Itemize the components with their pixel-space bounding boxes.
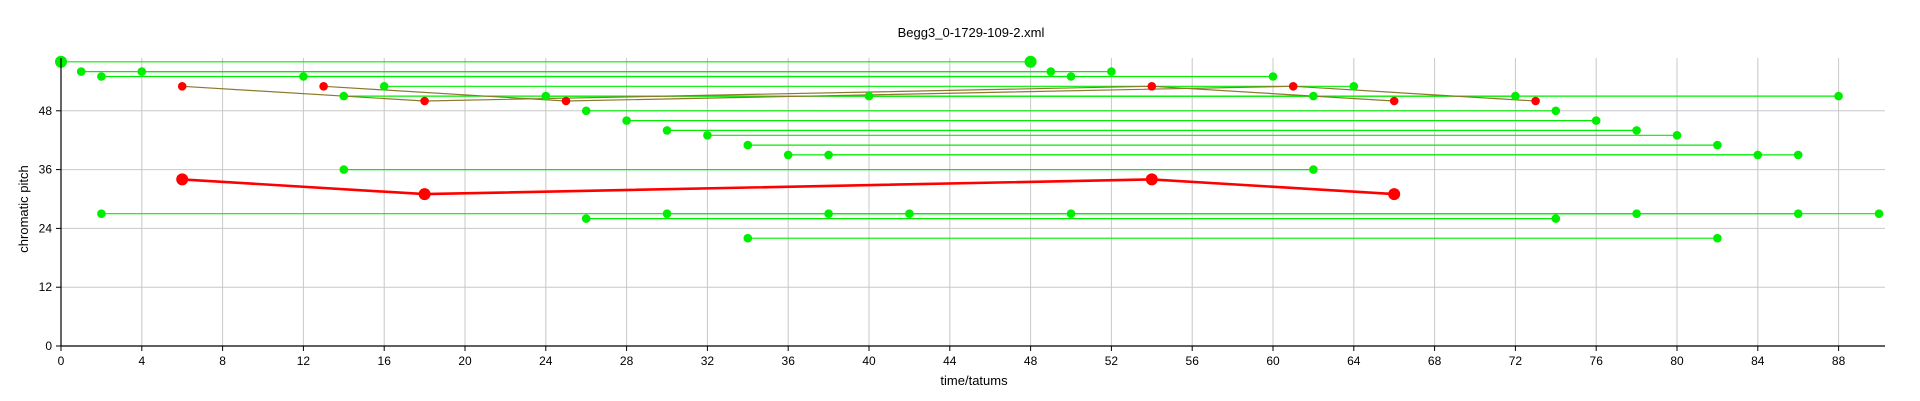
note-start-point-11 — [703, 131, 712, 140]
grid — [61, 58, 1885, 346]
x-tick-label-84: 84 — [1751, 354, 1765, 368]
red-point-0-1 — [420, 96, 429, 106]
note-end-point-8 — [1551, 106, 1561, 116]
note-end-point-13 — [1753, 150, 1763, 160]
note-end-point-9 — [1591, 116, 1601, 125]
x-tick-label-16: 16 — [378, 354, 392, 368]
thick-red-point-1 — [418, 188, 431, 201]
note-start-point-21 — [824, 209, 833, 218]
note-start-point-3 — [137, 67, 147, 76]
note-end-point-17 — [1066, 209, 1076, 218]
x-tick-label-72: 72 — [1509, 354, 1523, 368]
axes — [60, 58, 1885, 347]
note-start-point-20 — [743, 233, 753, 243]
y-axis-label: chromatic pitch — [16, 165, 31, 252]
x-tick-label-88: 88 — [1832, 354, 1846, 368]
thick-red-point-0 — [176, 173, 189, 186]
x-tick-label-44: 44 — [943, 354, 957, 368]
note-start-point-7 — [541, 91, 551, 101]
note-start-point-18 — [581, 214, 591, 223]
x-tick-label-56: 56 — [1186, 354, 1200, 368]
note-start-point-9 — [622, 116, 631, 125]
x-tick-label-8: 8 — [219, 354, 226, 368]
x-tick-label-24: 24 — [539, 354, 553, 368]
note-start-point-14 — [824, 150, 833, 160]
x-tick-label-52: 52 — [1105, 354, 1119, 368]
x-tick-label-36: 36 — [782, 354, 796, 368]
note-end-point-2 — [1066, 72, 1076, 81]
red-point-0-2 — [1147, 82, 1157, 91]
note-start-point-16 — [339, 165, 349, 174]
note-start-point-12 — [743, 140, 753, 150]
y-tick-label-0: 0 — [45, 339, 52, 353]
note-start-point-2 — [97, 72, 106, 81]
red-point-1-2 — [1288, 82, 1298, 91]
x-tick-label-48: 48 — [1024, 354, 1038, 368]
red-point-1-3 — [1531, 96, 1540, 106]
note-start-point-6 — [379, 82, 389, 91]
note-start-point-5 — [339, 91, 349, 101]
chart-title: Begg3_0-1729-109-2.xml — [898, 25, 1045, 40]
red-point-0-3 — [1389, 96, 1399, 106]
note-start-point-4 — [299, 72, 308, 81]
note-end-point-6 — [1349, 82, 1359, 91]
red-lines — [182, 85, 1536, 196]
note-end-point-21 — [1793, 209, 1803, 218]
y-tick-label-36: 36 — [39, 163, 53, 177]
red-point-1-0 — [319, 82, 328, 91]
note-points — [55, 55, 1884, 243]
note-end-point-22 — [1874, 209, 1884, 218]
thick-red-point-3 — [1388, 188, 1401, 201]
note-end-point-7 — [1511, 91, 1520, 101]
note-end-point-5 — [1309, 91, 1318, 101]
note-end-point-15 — [1834, 91, 1843, 101]
note-start-point-10 — [662, 126, 672, 135]
note-end-point-12 — [1713, 140, 1722, 150]
note-start-point-1 — [76, 67, 86, 76]
x-tick-label-28: 28 — [620, 354, 634, 368]
y-tick-label-48: 48 — [39, 104, 53, 118]
note-start-point-15 — [864, 91, 874, 101]
x-tick-label-32: 32 — [701, 354, 715, 368]
large-green-point-1 — [1024, 55, 1037, 68]
x-tick-label-20: 20 — [458, 354, 472, 368]
note-end-point-10 — [1632, 126, 1641, 135]
note-segments — [61, 61, 1879, 239]
note-end-point-14 — [1793, 150, 1803, 160]
ticks: 0 4 8 12 16 20 24 28 32 36 40 44 48 52 56 60 64 68 72 76 80 8… — [39, 104, 1846, 368]
thick-red-point-2 — [1145, 173, 1158, 186]
x-tick-label-60: 60 — [1266, 354, 1280, 368]
x-tick-label-68: 68 — [1428, 354, 1442, 368]
y-tick-label-24: 24 — [39, 221, 53, 235]
thin-red-line-1 — [323, 85, 1536, 102]
note-end-point-4 — [1268, 72, 1278, 81]
x-tick-label-0: 0 — [58, 354, 65, 368]
red-point-1-1 — [561, 96, 571, 106]
thin-red-line-0 — [182, 85, 1395, 102]
note-start-point-13 — [783, 150, 793, 160]
x-tick-label-80: 80 — [1670, 354, 1684, 368]
note-end-point-3 — [1107, 67, 1116, 76]
x-tick-label-4: 4 — [138, 354, 145, 368]
y-tick-label-12: 12 — [39, 280, 53, 294]
note-end-point-11 — [1672, 131, 1682, 140]
note-end-point-19 — [1632, 209, 1641, 218]
thick-red-line — [182, 178, 1395, 196]
note-start-point-19 — [662, 209, 672, 218]
x-tick-label-64: 64 — [1347, 354, 1361, 368]
note-start-point-22 — [905, 209, 914, 218]
note-start-point-17 — [97, 209, 106, 218]
x-axis-label: time/tatums — [940, 373, 1008, 388]
note-end-point-18 — [1551, 214, 1561, 223]
note-end-point-1 — [1046, 67, 1056, 76]
x-tick-label-12: 12 — [297, 354, 311, 368]
red-point-0-0 — [177, 82, 187, 91]
x-tick-label-40: 40 — [862, 354, 876, 368]
note-end-point-16 — [1309, 165, 1318, 174]
note-start-point-8 — [581, 106, 591, 116]
x-tick-label-76: 76 — [1590, 354, 1604, 368]
note-end-point-20 — [1713, 233, 1722, 243]
